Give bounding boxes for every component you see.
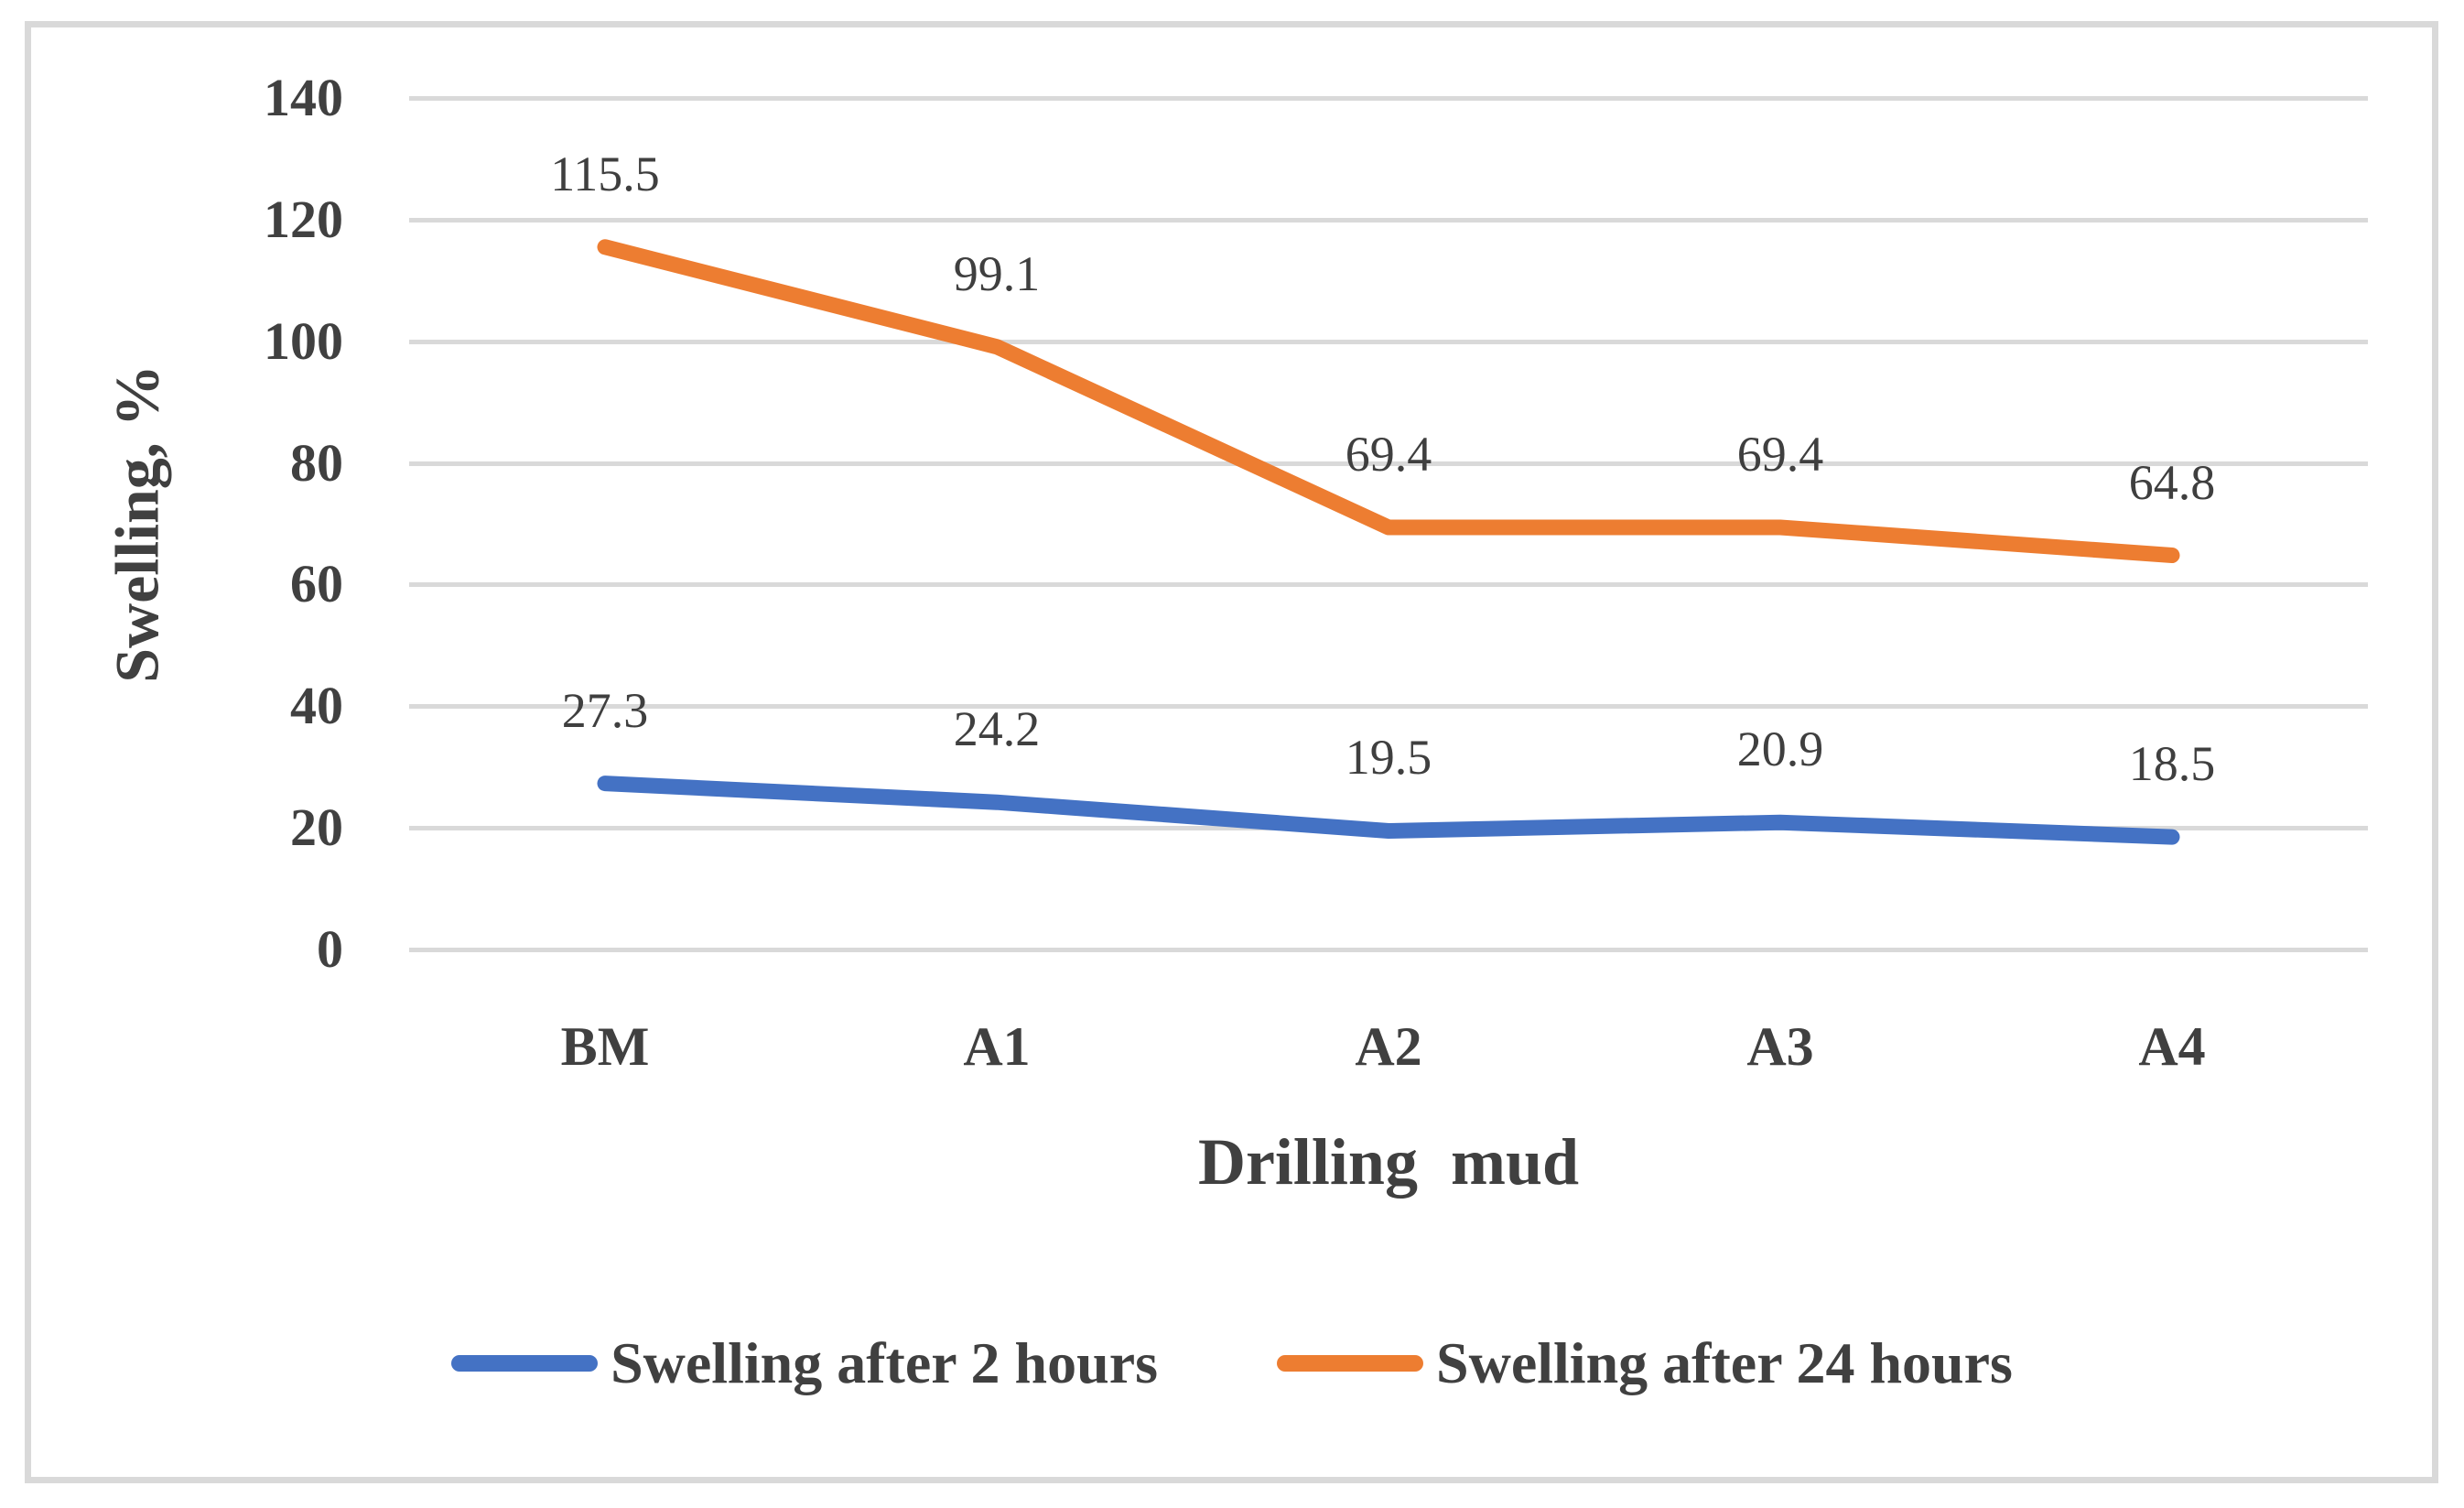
- data-label: 24.2: [953, 701, 1041, 757]
- gridline: [409, 217, 2368, 222]
- data-label: 99.1: [953, 245, 1041, 301]
- data-label: 69.4: [1345, 426, 1432, 482]
- y-tick-label: 0: [317, 919, 343, 979]
- line-series-canvas: [597, 239, 2180, 845]
- category-label: A1: [963, 1016, 1031, 1077]
- category-label: BM: [560, 1016, 650, 1077]
- data-label: 64.8: [2128, 454, 2216, 510]
- y-tick-label: 120: [264, 189, 343, 249]
- legend-item: Swelling after 2 hours: [451, 1329, 1158, 1397]
- legend-line-swatch: [451, 1355, 599, 1372]
- legend-item: Swelling after 24 hours: [1277, 1329, 2013, 1397]
- series-line: [597, 776, 2180, 845]
- y-axis-title: Swelling, %: [102, 364, 172, 683]
- legend-label: Swelling after 2 hours: [611, 1330, 1158, 1395]
- y-tick-label: 60: [290, 554, 343, 614]
- category-label: A3: [1746, 1016, 1814, 1077]
- gridline: [409, 948, 2368, 952]
- data-label: 19.5: [1345, 730, 1432, 786]
- gridline: [409, 582, 2368, 588]
- y-tick-label: 80: [290, 432, 343, 493]
- y-tick-label: 40: [290, 676, 343, 736]
- category-label: A4: [2138, 1016, 2206, 1077]
- data-label: 18.5: [2128, 736, 2216, 792]
- legend-line-swatch: [1277, 1355, 1423, 1372]
- data-label: 115.5: [550, 146, 660, 201]
- x-axis-title: Drilling mud: [1197, 1125, 1580, 1199]
- y-tick-label: 20: [290, 797, 343, 858]
- data-label: 27.3: [561, 682, 649, 738]
- data-label: 20.9: [1736, 721, 1824, 777]
- gridline: [409, 96, 2368, 101]
- data-label: 69.4: [1736, 426, 1824, 482]
- gridline: [409, 339, 2368, 344]
- legend-label: Swelling after 24 hours: [1436, 1330, 2013, 1395]
- gridline: [409, 461, 2368, 466]
- y-tick-label: 140: [264, 68, 343, 127]
- y-tick-label: 100: [264, 310, 343, 371]
- chart-frame: [25, 21, 2438, 1483]
- gridline: [409, 704, 2368, 710]
- legend: Swelling after 2 hours Swelling after 24 …: [0, 1307, 2464, 1419]
- category-label: A2: [1355, 1016, 1422, 1077]
- series-line: [597, 239, 2180, 563]
